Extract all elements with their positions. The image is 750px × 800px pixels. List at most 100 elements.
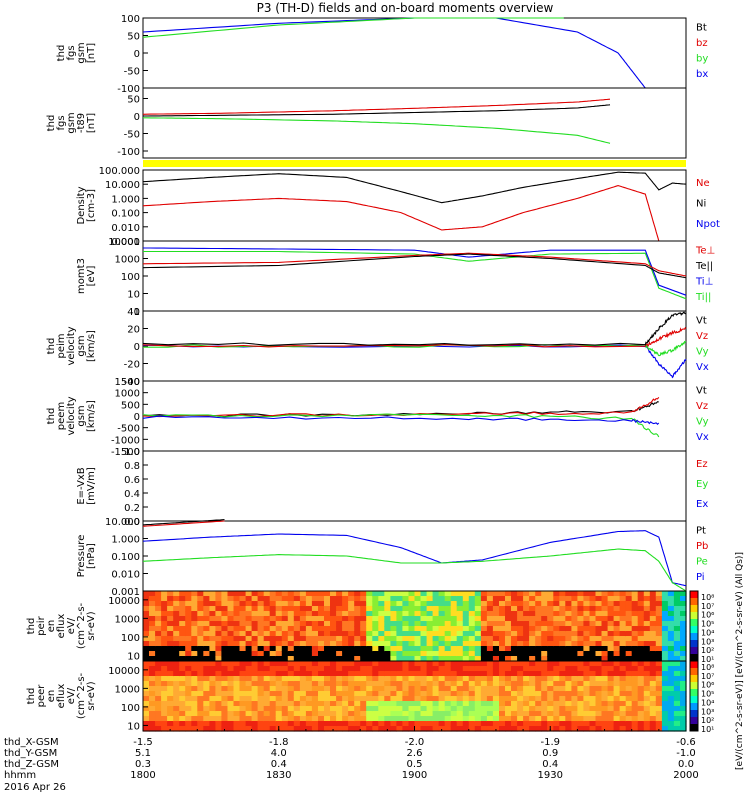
heatmap-cell xyxy=(378,671,385,677)
heatmap-cell xyxy=(661,696,669,702)
heatmap-cell xyxy=(571,671,578,677)
heatmap-cell xyxy=(523,701,530,707)
heatmap-cell xyxy=(245,726,253,732)
heatmap-cell xyxy=(197,661,204,667)
heatmap-cell xyxy=(143,651,150,657)
heatmap-cell xyxy=(293,591,301,597)
heatmap-cell xyxy=(613,716,621,722)
heatmap-cell xyxy=(680,611,687,617)
heatmap-cell xyxy=(571,701,578,707)
heatmap-cell xyxy=(215,601,222,607)
heatmap-cell xyxy=(378,646,385,652)
heatmap-cell xyxy=(486,626,494,632)
heatmap-cell xyxy=(384,611,391,617)
heatmap-cell xyxy=(372,716,379,722)
heatmap-cell xyxy=(474,636,482,642)
heatmap-cell xyxy=(492,641,500,647)
heatmap-cell xyxy=(263,651,271,657)
heatmap-cell xyxy=(384,696,391,702)
heatmap-cell xyxy=(299,691,307,697)
heatmap-cell xyxy=(396,646,403,652)
heatmap-cell xyxy=(305,631,313,637)
heatmap-cell xyxy=(221,706,228,712)
heatmap-cell xyxy=(468,691,476,697)
legend-entry: by xyxy=(696,54,708,65)
heatmap-cell xyxy=(275,721,283,727)
heatmap-cell xyxy=(649,651,657,657)
heatmap-cell xyxy=(480,706,488,712)
heatmap-cell xyxy=(396,606,403,612)
heatmap-cell xyxy=(372,596,379,602)
heatmap-cell xyxy=(173,646,180,652)
colorbar-segment xyxy=(690,703,698,711)
heatmap-cell xyxy=(299,661,307,667)
heatmap-cell xyxy=(348,671,355,677)
heatmap-cell xyxy=(215,606,222,612)
heatmap-cell xyxy=(541,706,548,712)
heatmap-cell xyxy=(269,596,277,602)
heatmap-cell xyxy=(438,636,446,642)
y-label-line: [km/s] xyxy=(86,330,97,362)
heatmap-cell xyxy=(541,626,548,632)
heatmap-cell xyxy=(342,636,349,642)
heatmap-cell xyxy=(625,621,633,627)
colorbar-segment xyxy=(690,696,698,704)
heatmap-cell xyxy=(336,661,343,667)
heatmap-cell xyxy=(589,666,597,672)
y-tick-label: -100 xyxy=(117,147,140,158)
heatmap-cell xyxy=(275,606,283,612)
heatmap-cell xyxy=(499,681,506,687)
heatmap-cell xyxy=(595,661,603,667)
colorbar-tick: 10⁴ xyxy=(701,628,714,637)
heatmap-cell xyxy=(209,611,216,617)
heatmap-cell xyxy=(366,591,373,597)
heatmap-cell xyxy=(450,666,458,672)
heatmap-cell xyxy=(414,701,422,707)
heatmap-cell xyxy=(342,601,349,607)
heatmap-cell xyxy=(209,661,216,667)
heatmap-cell xyxy=(372,651,379,657)
heatmap-cell xyxy=(251,646,259,652)
heatmap-cell xyxy=(324,716,331,722)
heatmap-cell xyxy=(577,606,584,612)
heatmap-cell xyxy=(655,671,663,677)
heatmap-cell xyxy=(492,711,500,717)
heatmap-cell xyxy=(607,726,615,732)
heatmap-cell xyxy=(517,631,524,637)
heatmap-cell xyxy=(673,701,681,707)
heatmap-cell xyxy=(221,681,228,687)
heatmap-cell xyxy=(330,626,337,632)
heatmap-cell xyxy=(251,701,259,707)
heatmap-cell xyxy=(523,671,530,677)
heatmap-cell xyxy=(450,696,458,702)
heatmap-cell xyxy=(505,711,512,717)
heatmap-cell xyxy=(577,601,584,607)
heatmap-cell xyxy=(474,711,482,717)
heatmap-cell xyxy=(221,686,228,692)
y-label-line: [eV] xyxy=(86,266,97,287)
heatmap-cell xyxy=(680,726,687,732)
heatmap-cell xyxy=(305,641,313,647)
heatmap-cell xyxy=(444,651,452,657)
heatmap-cell xyxy=(408,641,416,647)
heatmap-cell xyxy=(583,706,590,712)
heatmap-cell xyxy=(239,651,247,657)
heatmap-cell xyxy=(541,681,548,687)
heatmap-cell xyxy=(251,666,259,672)
heatmap-cell xyxy=(185,596,192,602)
heatmap-cell xyxy=(233,721,241,727)
heatmap-cell xyxy=(577,616,584,622)
heatmap-cell xyxy=(251,621,259,627)
heatmap-cell xyxy=(462,681,470,687)
heatmap-cell xyxy=(372,666,379,672)
x-tick-value: 1800 xyxy=(130,770,155,781)
heatmap-cell xyxy=(601,601,609,607)
heatmap-cell xyxy=(342,696,349,702)
heatmap-cell xyxy=(197,636,204,642)
heatmap-cell xyxy=(468,626,476,632)
heatmap-cell xyxy=(613,626,621,632)
panel-frame xyxy=(142,380,687,452)
heatmap-cell xyxy=(197,616,204,622)
heatmap-cell xyxy=(444,601,452,607)
